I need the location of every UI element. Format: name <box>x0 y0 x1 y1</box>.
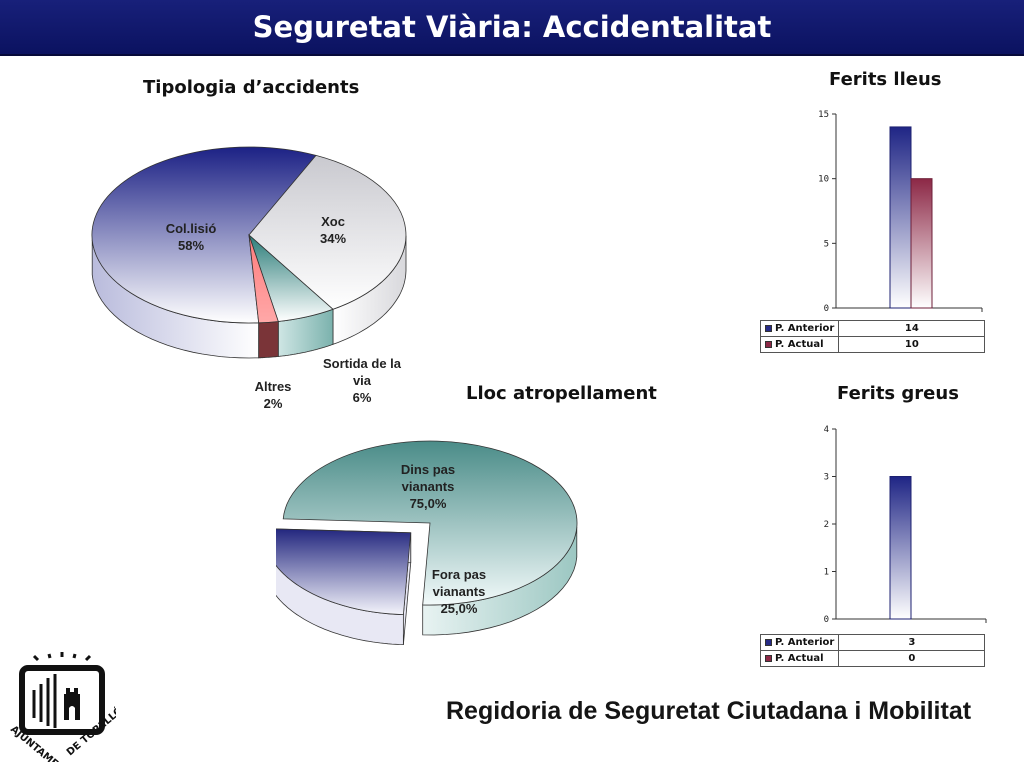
pie-slice-side <box>258 321 279 359</box>
y-tick-label: 4 <box>824 425 829 435</box>
pie-slice <box>248 234 279 324</box>
y-tick-label: 0 <box>824 615 829 625</box>
pie-slice <box>282 440 578 606</box>
chart-title-ferits-lleus: Ferits lleus <box>829 69 942 90</box>
pie-slice <box>248 154 407 310</box>
pie-slice-label: Dins pas vianants 75,0% <box>401 462 455 511</box>
chart-title-tipologia: Tipologia d’accidents <box>143 77 360 98</box>
data-table-ferits-lleus: P. Anterior 14 P. Actual 10 <box>759 320 986 353</box>
y-tick-label: 0 <box>824 304 829 314</box>
pie-slices <box>276 440 578 616</box>
legend-label-actual: P. Actual <box>775 339 824 350</box>
title-banner: Seguretat Viària: Accidentalitat <box>0 0 1024 56</box>
town-logo: AJUNTAMENT DE TORELLÓ <box>8 652 116 762</box>
legend-swatch-anterior <box>765 638 772 646</box>
data-table-ferits-greus: P. Anterior 3 P. Actual 0 <box>759 634 986 667</box>
table-value-actual: 10 <box>838 336 986 353</box>
pie-slice <box>276 528 412 616</box>
table-row: P. Anterior 14 <box>759 320 986 337</box>
bar-anterior <box>889 126 912 309</box>
pie-slice-label: Altres 2% <box>255 379 292 411</box>
table-value-anterior: 3 <box>838 634 986 651</box>
pie-slice <box>91 146 317 324</box>
table-row: P. Actual 10 <box>759 336 986 353</box>
footer-department: Regidoria de Seguretat Ciutadana i Mobil… <box>446 697 972 725</box>
y-tick-label: 3 <box>824 473 829 483</box>
pie-labels: Col.lisió 58% Xoc 34% Sortida de la via 6% Altr… <box>166 214 402 411</box>
legend-swatch-actual <box>765 654 772 662</box>
bar-chart-ferits-greus: 0 1 2 3 4 <box>824 425 987 625</box>
legend-swatch-anterior <box>765 324 772 332</box>
chart-title-atropellament: Lloc atropellament <box>466 383 657 404</box>
pie-slice-label: Xoc 34% <box>320 214 346 246</box>
y-tick-label: 2 <box>824 520 829 530</box>
bar-anterior <box>889 476 912 620</box>
y-tick-label: 1 <box>824 568 829 578</box>
pie-sides <box>91 235 407 359</box>
y-tick-label: 10 <box>818 175 829 185</box>
pie-chart-atropellament: Dins pas vianants 75,0% Fora pas vianants 25,… <box>276 440 578 646</box>
chart-title-ferits-greus: Ferits greus <box>837 383 959 404</box>
table-row: P. Anterior 3 <box>759 634 986 651</box>
table-row: P. Actual 0 <box>759 650 986 667</box>
legend-label-anterior: P. Anterior <box>775 637 835 648</box>
pie-slice-label: Sortida de la via 6% <box>323 356 402 405</box>
y-tick-label: 5 <box>824 239 829 249</box>
pie-chart-tipologia: Col.lisió 58% Xoc 34% Sortida de la via 6% Altr… <box>91 146 407 411</box>
pie-slice-label: Fora pas vianants 25,0% <box>432 567 486 616</box>
page-title: Seguretat Viària: Accidentalitat <box>252 10 772 44</box>
pie-labels: Dins pas vianants 75,0% Fora pas vianants 25,… <box>401 462 486 616</box>
legend-label-actual: P. Actual <box>775 653 824 664</box>
pie-slice-label: Col.lisió 58% <box>166 221 217 253</box>
table-value-actual: 0 <box>838 650 986 667</box>
y-tick-label: 15 <box>818 110 829 120</box>
legend-swatch-actual <box>765 340 772 348</box>
bar-actual <box>910 178 933 309</box>
legend-label-anterior: P. Anterior <box>775 323 835 334</box>
pie-slices <box>91 146 407 324</box>
table-value-anterior: 14 <box>838 320 986 337</box>
bar-chart-ferits-lleus: 0 5 10 15 <box>818 110 983 314</box>
coat-of-arms-icon <box>19 652 105 735</box>
